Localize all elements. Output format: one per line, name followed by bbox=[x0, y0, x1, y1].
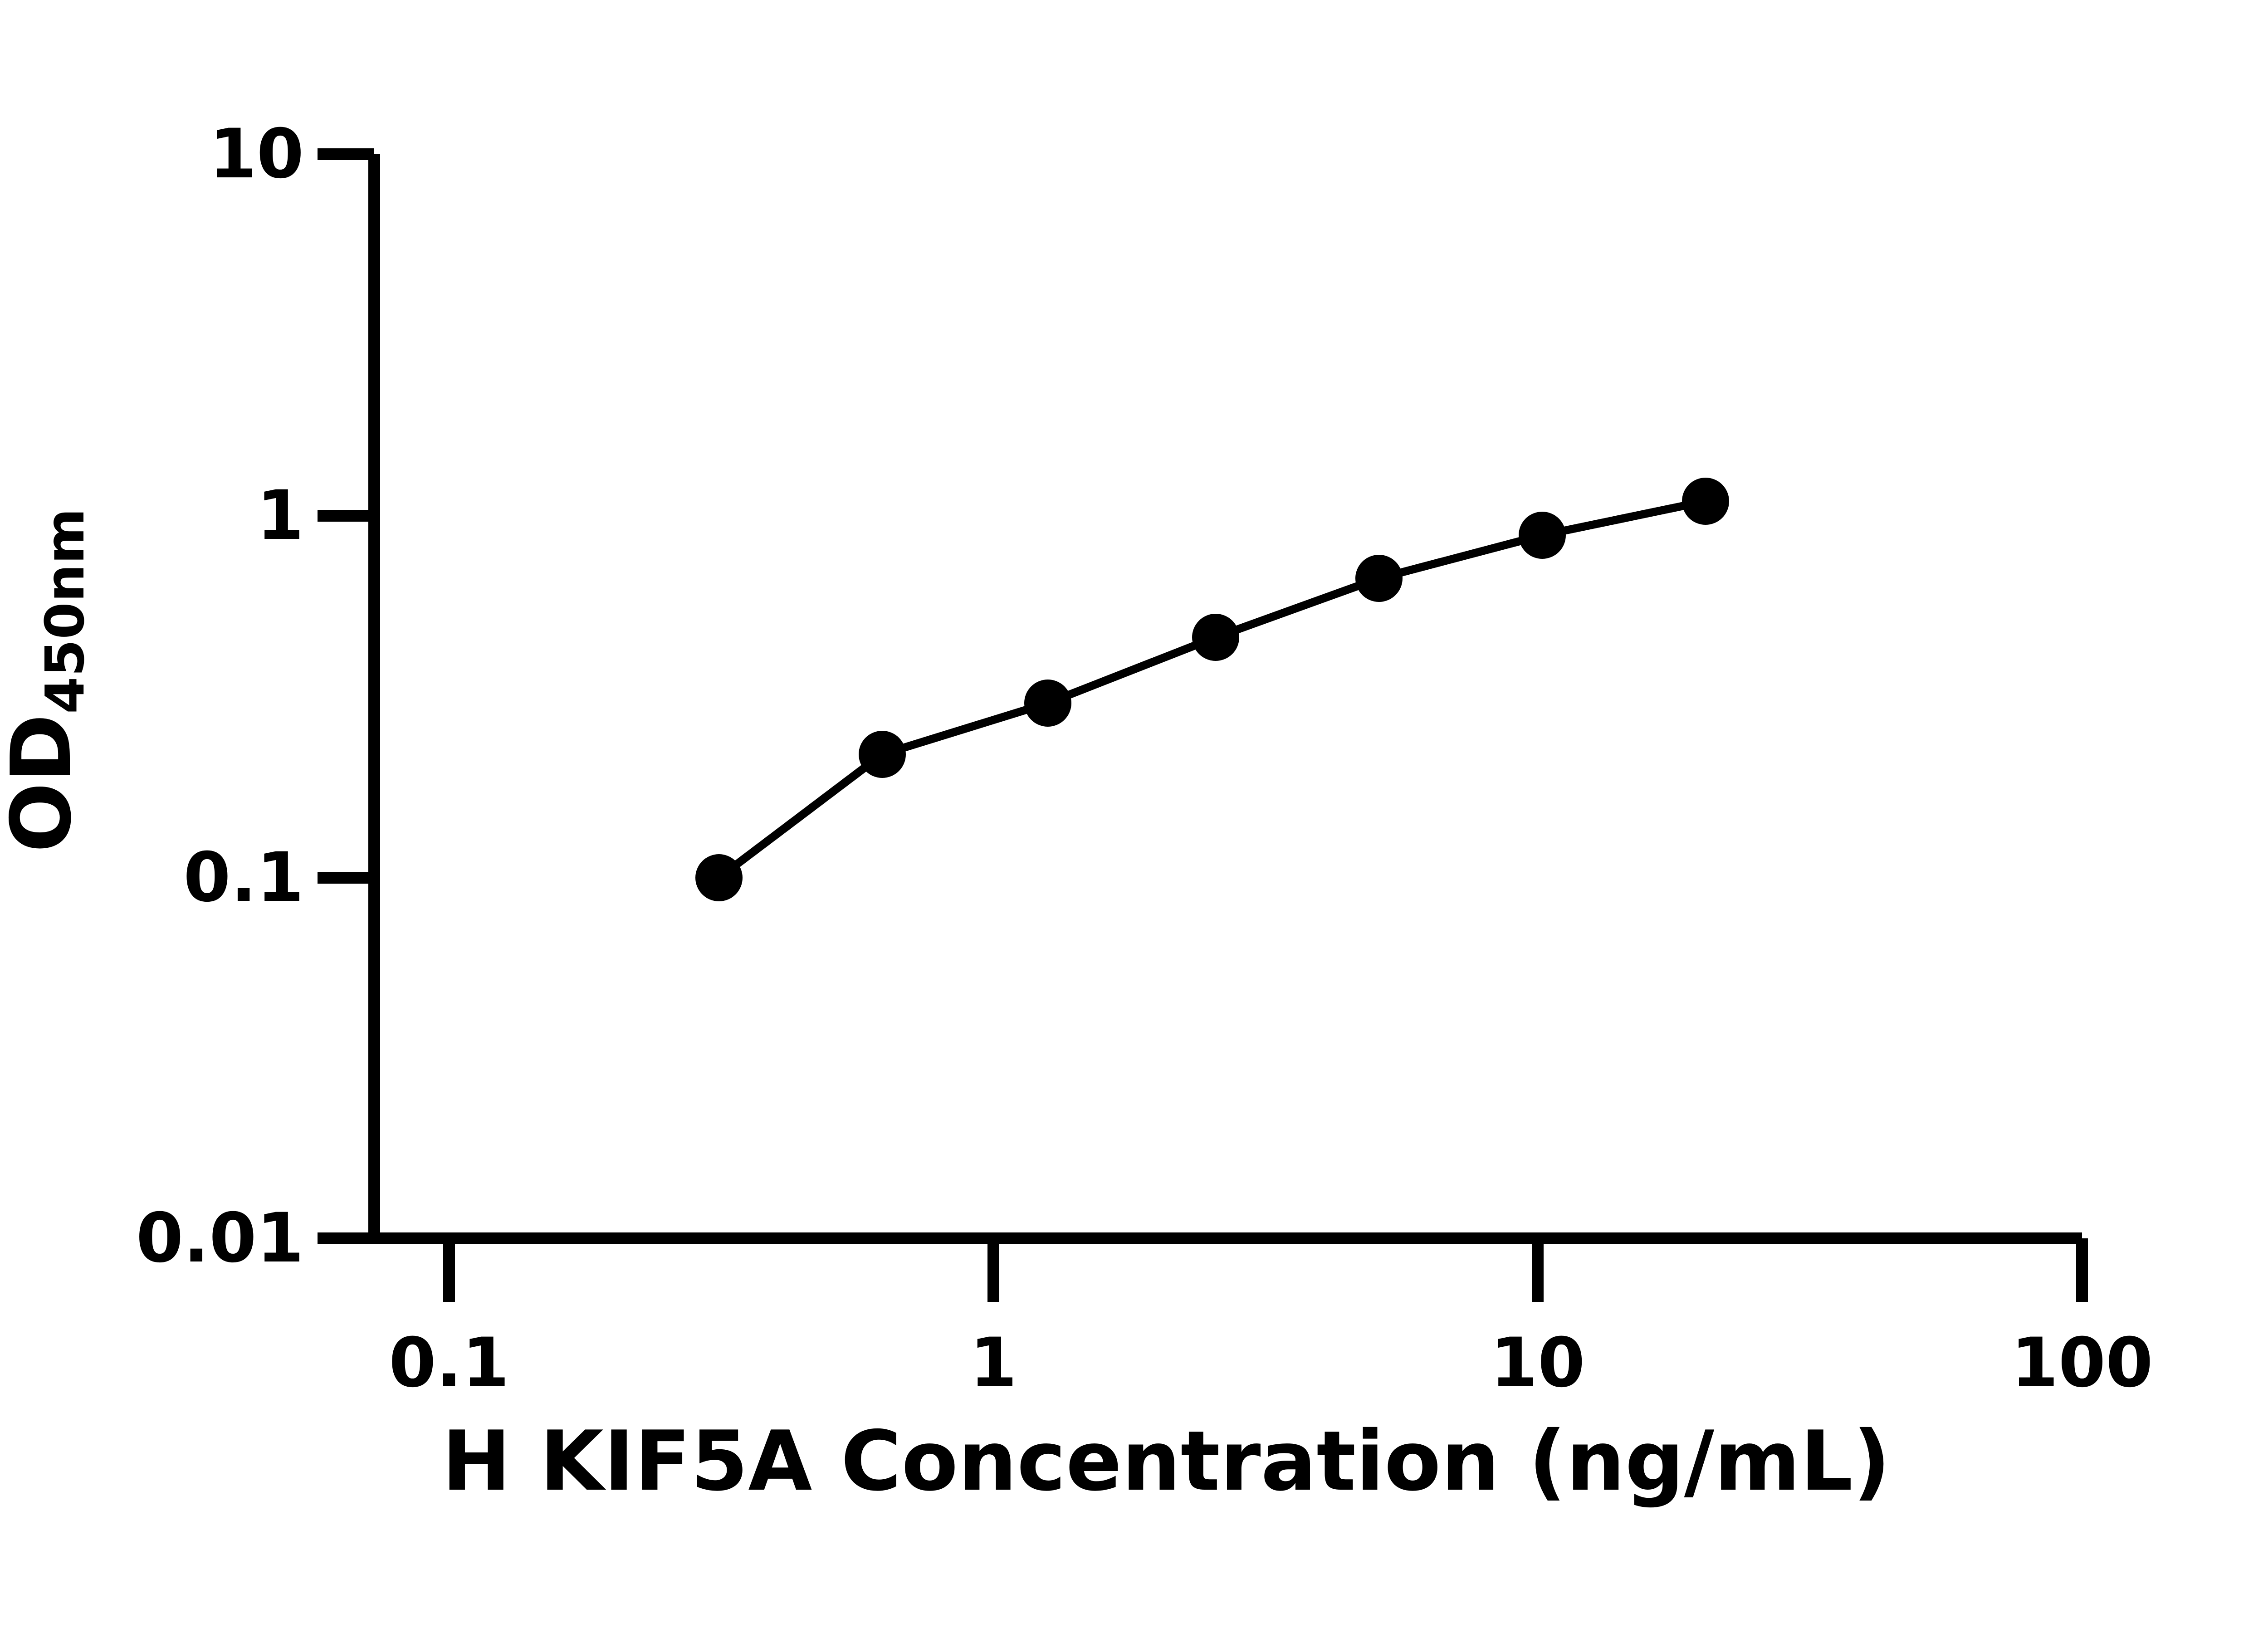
x-tick-label-1: 1 bbox=[969, 1324, 1017, 1403]
data-point bbox=[1192, 614, 1239, 661]
data-point bbox=[695, 854, 743, 901]
data-markers bbox=[695, 478, 1729, 901]
data-line-series-1 bbox=[715, 497, 1710, 882]
y-tick-label-0p1: 0.1 bbox=[183, 838, 304, 917]
x-tick-label-0p1: 0.1 bbox=[389, 1324, 509, 1403]
y-tick-label-10: 10 bbox=[209, 115, 304, 194]
x-axis-ticks bbox=[443, 1238, 2088, 1302]
data-point bbox=[1024, 680, 1071, 727]
y-tick-label-0p01: 0.01 bbox=[136, 1199, 304, 1278]
data-point bbox=[859, 731, 906, 778]
y-axis-title: OD450nm bbox=[0, 508, 96, 852]
x-tick-label-100: 100 bbox=[2011, 1324, 2153, 1403]
data-point bbox=[1355, 555, 1403, 602]
x-axis-title: H KIF5A Concentration (ng/mL) bbox=[442, 1413, 1891, 1509]
y-axis-title-subscript: 450nm bbox=[34, 508, 96, 714]
y-tick-label-1: 1 bbox=[256, 476, 304, 555]
y-axis-title-main: OD bbox=[0, 714, 89, 853]
x-tick-label-10: 10 bbox=[1490, 1324, 1585, 1403]
data-point bbox=[1519, 512, 1566, 559]
data-point bbox=[1682, 478, 1729, 525]
y-axis-ticks bbox=[318, 148, 374, 1244]
